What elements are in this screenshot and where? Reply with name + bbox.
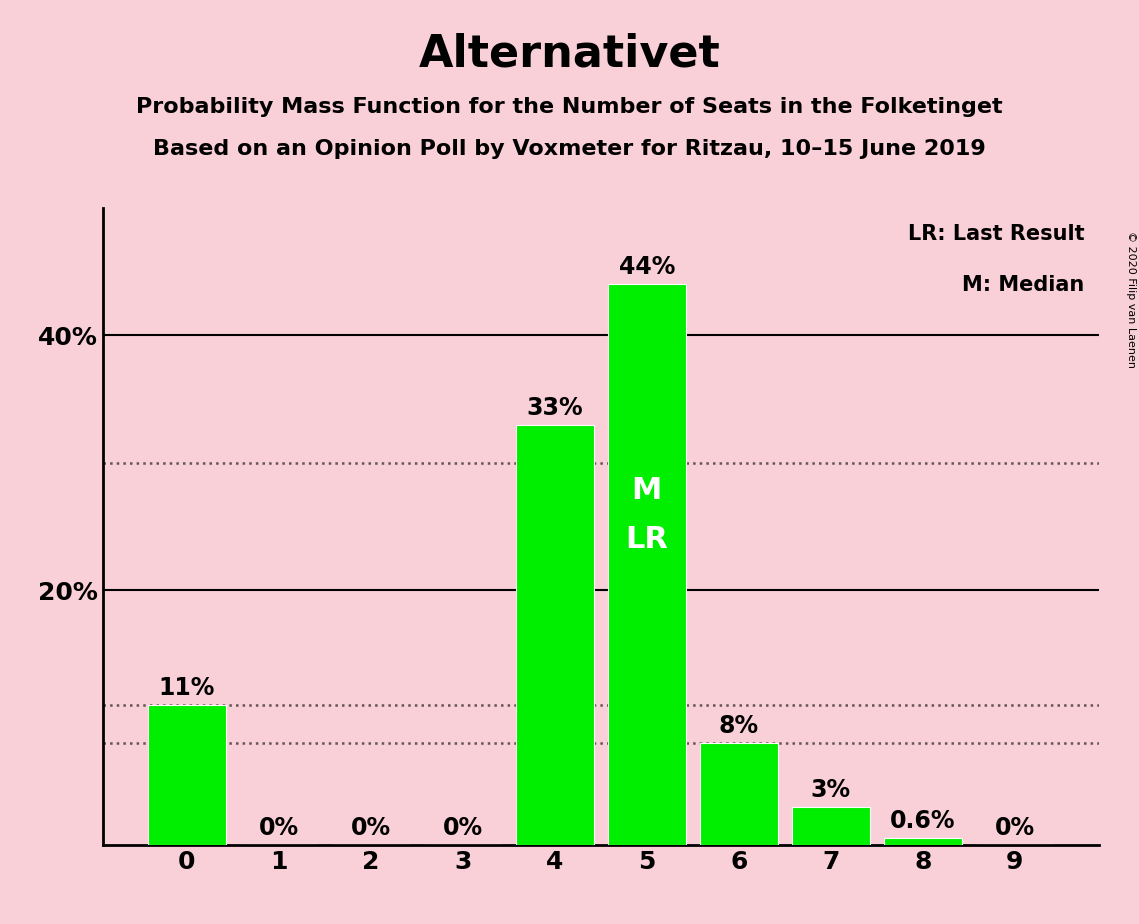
Text: M: Median: M: Median [962,274,1084,295]
Text: LR: Last Result: LR: Last Result [908,224,1084,244]
Text: 0%: 0% [994,817,1035,840]
Text: 8%: 8% [719,714,759,738]
Text: 0%: 0% [351,817,391,840]
Bar [516,425,593,845]
Bar [884,838,961,845]
Text: M: M [632,477,662,505]
Text: 33%: 33% [526,395,583,419]
Text: 11%: 11% [158,676,215,700]
Text: 0%: 0% [443,817,483,840]
Bar [148,705,226,845]
Text: Probability Mass Function for the Number of Seats in the Folketinget: Probability Mass Function for the Number… [137,97,1002,117]
Bar [699,744,778,845]
Text: Alternativet: Alternativet [419,32,720,76]
Bar [792,808,870,845]
Text: 0%: 0% [259,817,298,840]
Text: 3%: 3% [811,778,851,802]
Bar [608,285,686,845]
Text: Based on an Opinion Poll by Voxmeter for Ritzau, 10–15 June 2019: Based on an Opinion Poll by Voxmeter for… [153,139,986,159]
Text: LR: LR [625,525,669,553]
Text: 44%: 44% [618,255,675,279]
Text: © 2020 Filip van Laenen: © 2020 Filip van Laenen [1126,231,1136,368]
Text: 0.6%: 0.6% [890,808,956,833]
